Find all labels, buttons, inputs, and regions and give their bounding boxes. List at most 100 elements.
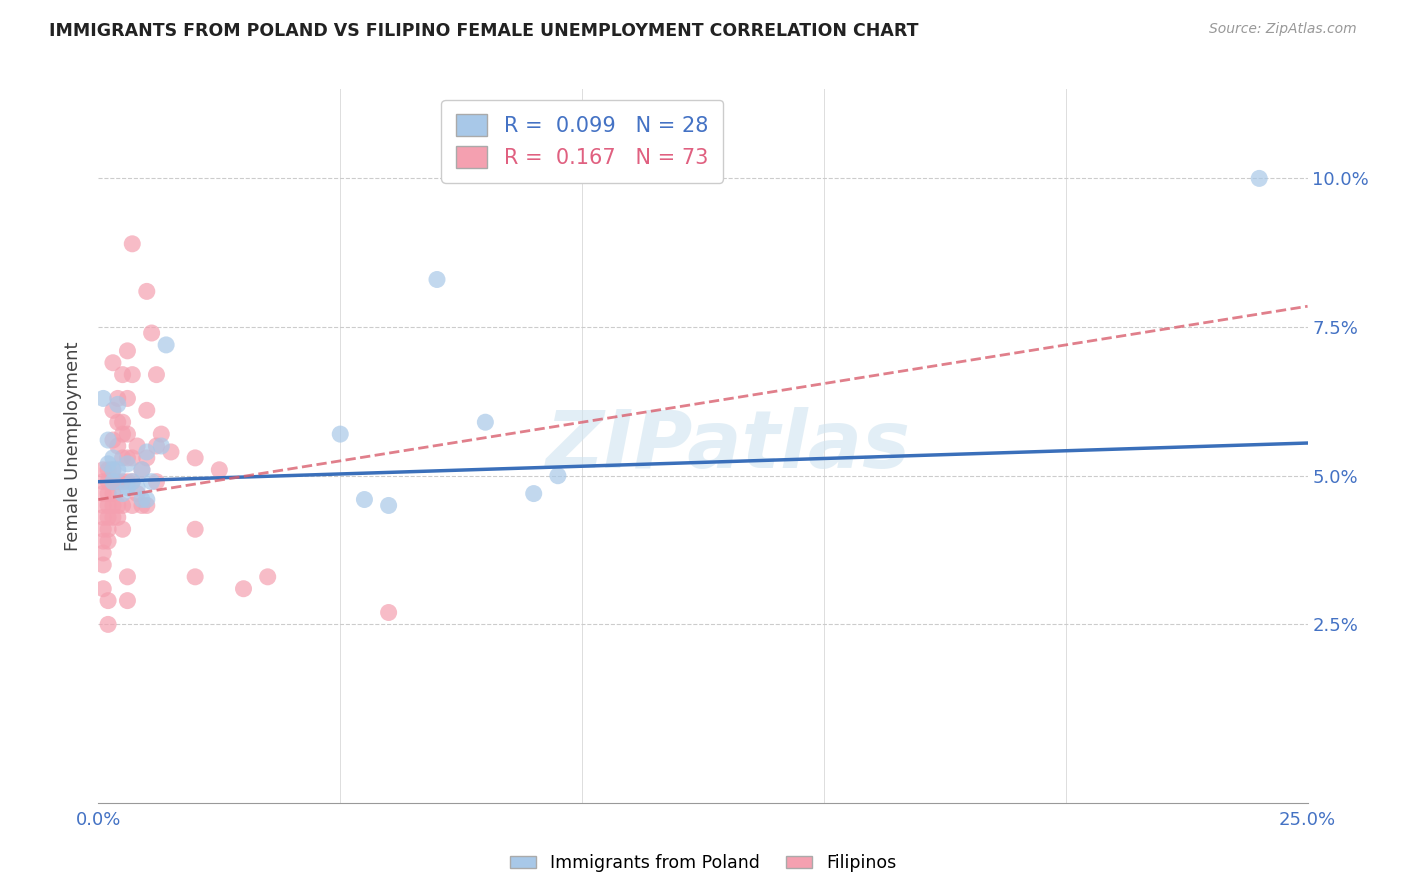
Point bbox=[160, 445, 183, 459]
Point bbox=[111, 475, 134, 489]
Point bbox=[256, 570, 278, 584]
Point bbox=[474, 415, 496, 429]
Point bbox=[145, 368, 167, 382]
Point bbox=[107, 475, 129, 489]
Point bbox=[117, 475, 139, 489]
Point bbox=[101, 475, 124, 489]
Point bbox=[111, 427, 134, 442]
Point bbox=[91, 510, 114, 524]
Point bbox=[97, 486, 120, 500]
Text: Source: ZipAtlas.com: Source: ZipAtlas.com bbox=[1209, 22, 1357, 37]
Point bbox=[107, 463, 129, 477]
Point bbox=[184, 450, 207, 465]
Point bbox=[107, 439, 129, 453]
Point bbox=[91, 582, 114, 596]
Point bbox=[97, 433, 120, 447]
Point bbox=[101, 463, 124, 477]
Point bbox=[232, 582, 254, 596]
Point bbox=[135, 450, 157, 465]
Point bbox=[127, 486, 149, 500]
Point bbox=[101, 356, 124, 370]
Point bbox=[97, 510, 120, 524]
Point bbox=[141, 475, 163, 489]
Point bbox=[111, 499, 134, 513]
Point bbox=[101, 486, 124, 500]
Y-axis label: Female Unemployment: Female Unemployment bbox=[63, 342, 82, 550]
Point bbox=[97, 463, 120, 477]
Point bbox=[117, 481, 139, 495]
Point bbox=[121, 368, 143, 382]
Point bbox=[426, 272, 449, 286]
Point bbox=[97, 617, 120, 632]
Point bbox=[547, 468, 569, 483]
Point bbox=[117, 570, 139, 584]
Point bbox=[131, 492, 153, 507]
Legend: Immigrants from Poland, Filipinos: Immigrants from Poland, Filipinos bbox=[503, 847, 903, 879]
Point bbox=[145, 475, 167, 489]
Point bbox=[111, 415, 134, 429]
Point bbox=[121, 236, 143, 251]
Point bbox=[91, 558, 114, 572]
Point bbox=[91, 522, 114, 536]
Point bbox=[117, 593, 139, 607]
Point bbox=[117, 457, 139, 471]
Point bbox=[101, 499, 124, 513]
Point bbox=[131, 463, 153, 477]
Point bbox=[91, 486, 114, 500]
Point bbox=[121, 499, 143, 513]
Point bbox=[111, 486, 134, 500]
Legend: R =  0.099   N = 28, R =  0.167   N = 73: R = 0.099 N = 28, R = 0.167 N = 73 bbox=[441, 100, 723, 183]
Point bbox=[97, 534, 120, 549]
Point bbox=[107, 397, 129, 411]
Point bbox=[131, 499, 153, 513]
Point bbox=[145, 439, 167, 453]
Point bbox=[377, 499, 399, 513]
Point bbox=[150, 427, 173, 442]
Point bbox=[97, 499, 120, 513]
Point bbox=[111, 450, 134, 465]
Point bbox=[117, 427, 139, 442]
Point bbox=[135, 445, 157, 459]
Point bbox=[91, 546, 114, 560]
Point bbox=[377, 606, 399, 620]
Point bbox=[101, 510, 124, 524]
Point bbox=[121, 475, 143, 489]
Point bbox=[141, 326, 163, 340]
Point bbox=[107, 510, 129, 524]
Point bbox=[101, 433, 124, 447]
Point bbox=[121, 450, 143, 465]
Point bbox=[111, 368, 134, 382]
Point bbox=[97, 457, 120, 471]
Point bbox=[135, 499, 157, 513]
Point bbox=[97, 593, 120, 607]
Point bbox=[208, 463, 231, 477]
Text: ZIPatlas: ZIPatlas bbox=[544, 407, 910, 485]
Text: IMMIGRANTS FROM POLAND VS FILIPINO FEMALE UNEMPLOYMENT CORRELATION CHART: IMMIGRANTS FROM POLAND VS FILIPINO FEMAL… bbox=[49, 22, 918, 40]
Point bbox=[91, 534, 114, 549]
Point bbox=[107, 392, 129, 406]
Point bbox=[91, 475, 114, 489]
Point bbox=[184, 522, 207, 536]
Point bbox=[1249, 171, 1271, 186]
Point bbox=[91, 499, 114, 513]
Point bbox=[97, 522, 120, 536]
Point bbox=[97, 475, 120, 489]
Point bbox=[127, 481, 149, 495]
Point bbox=[107, 499, 129, 513]
Point bbox=[353, 492, 375, 507]
Point bbox=[131, 463, 153, 477]
Point bbox=[184, 570, 207, 584]
Point bbox=[101, 450, 124, 465]
Point bbox=[91, 463, 114, 477]
Point bbox=[329, 427, 352, 442]
Point bbox=[135, 492, 157, 507]
Point bbox=[101, 403, 124, 417]
Point bbox=[135, 403, 157, 417]
Point bbox=[101, 463, 124, 477]
Point bbox=[91, 392, 114, 406]
Point bbox=[155, 338, 177, 352]
Point bbox=[121, 475, 143, 489]
Point bbox=[111, 522, 134, 536]
Point bbox=[117, 343, 139, 358]
Point bbox=[135, 285, 157, 299]
